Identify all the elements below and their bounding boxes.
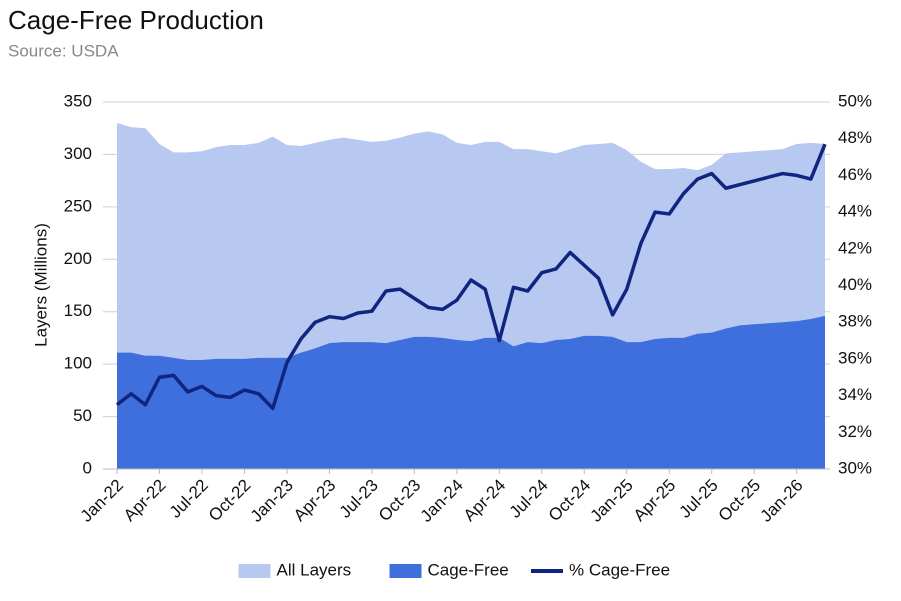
- x-tick-label: Apr-25: [630, 476, 680, 526]
- y-tick-label: 150: [64, 301, 92, 320]
- x-tick-label: Oct-24: [545, 476, 595, 526]
- y2-tick-label: 38%: [838, 312, 872, 331]
- x-tick-label: Jul-23: [336, 476, 382, 522]
- y2-tick-label: 42%: [838, 238, 872, 257]
- x-tick-label: Jan-22: [77, 476, 127, 526]
- legend-label: Cage-Free: [428, 560, 509, 579]
- y2-tick-label: 34%: [838, 385, 872, 404]
- y-tick-label: 200: [64, 249, 92, 268]
- x-tick-label: Oct-22: [205, 476, 255, 526]
- y-axis-label: Layers (Millions): [31, 223, 50, 347]
- y2-tick-label: 50%: [838, 91, 872, 110]
- legend-label: All Layers: [277, 560, 352, 579]
- x-tick-label: Jan-24: [417, 476, 467, 526]
- y2-tick-label: 32%: [838, 422, 872, 441]
- y-tick-label: 50: [73, 406, 92, 425]
- y2-tick-label: 44%: [838, 202, 872, 221]
- y-tick-label: 350: [64, 91, 92, 110]
- x-tick-label: Apr-24: [460, 476, 510, 526]
- x-tick-label: Jan-26: [756, 476, 806, 526]
- y-tick-label: 300: [64, 144, 92, 163]
- legend-label: % Cage-Free: [569, 560, 670, 579]
- x-tick-label: Jan-23: [247, 476, 297, 526]
- y-tick-label: 250: [64, 196, 92, 215]
- y2-tick-label: 46%: [838, 165, 872, 184]
- x-tick-label: Apr-23: [290, 476, 340, 526]
- x-tick-label: Jul-25: [676, 476, 722, 522]
- x-tick-label: Jul-24: [506, 476, 552, 522]
- chart-title: Cage-Free Production: [8, 5, 264, 35]
- y2-tick-label: 30%: [838, 458, 872, 477]
- y-tick-label: 100: [64, 354, 92, 373]
- line: [115, 143, 827, 411]
- x-tick-label: Apr-22: [120, 476, 170, 526]
- x-tick-label: Oct-25: [715, 476, 765, 526]
- chart-subtitle: Source: USDA: [8, 41, 119, 60]
- y2-tick-label: 48%: [838, 128, 872, 147]
- x-tick-label: Jan-25: [587, 476, 637, 526]
- x-tick-label: Oct-23: [375, 476, 425, 526]
- legend-marker: [238, 564, 271, 578]
- area: [117, 315, 825, 469]
- x-tick-label: Jul-22: [166, 476, 212, 522]
- y-tick-label: 0: [83, 458, 92, 477]
- y2-tick-label: 36%: [838, 348, 872, 367]
- y2-tick-label: 40%: [838, 275, 872, 294]
- legend-marker: [389, 564, 422, 578]
